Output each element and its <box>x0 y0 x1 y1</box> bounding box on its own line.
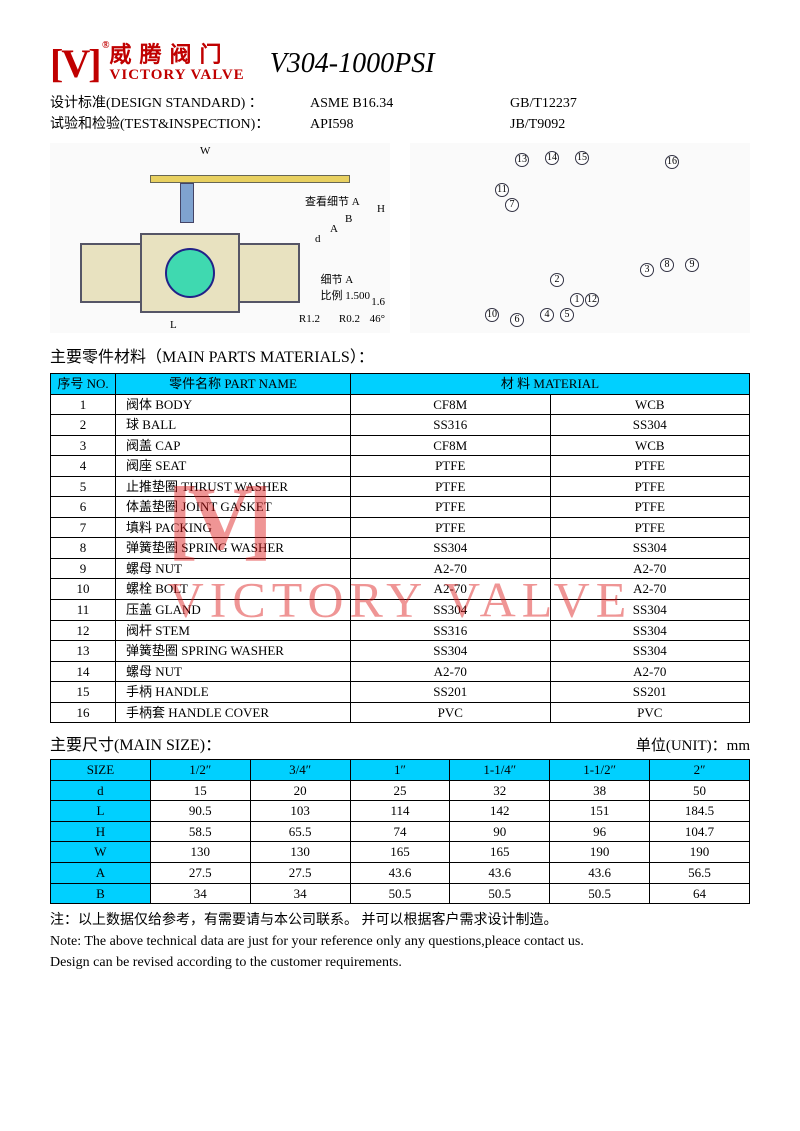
handle-icon <box>150 175 350 183</box>
table-row: 8弹簧垫圈 SPRING WASHERSS304SS304 <box>51 538 750 559</box>
test-inspection-v1: API598 <box>310 114 510 135</box>
callout-11: 11 <box>495 183 509 197</box>
callout-2: 2 <box>550 273 564 287</box>
note-en1: Note: The above technical data are just … <box>50 931 750 952</box>
table-row: d152025323850 <box>51 780 750 801</box>
dim-r02: R0.2 <box>339 313 360 325</box>
dim-rough: 1.6 <box>371 296 385 308</box>
dim-w: W <box>200 145 210 157</box>
unit-label: 单位(UNIT)：mm <box>636 734 750 755</box>
design-standard-label: 设计标准(DESIGN STANDARD) ： <box>50 93 310 114</box>
col-material: 材 料 MATERIAL <box>351 374 750 395</box>
table-row: 4阀座 SEATPTFEPTFE <box>51 456 750 477</box>
header: [V] ® 威腾阀门 VICTORY VALVE V304-1000PSI <box>50 40 750 87</box>
callout-8: 8 <box>660 258 674 272</box>
dim-a: A <box>330 223 338 235</box>
callout-5: 5 <box>560 308 574 322</box>
size-table: SIZE1/2″3/4″1″1-1/4″1-1/2″2″ d1520253238… <box>50 759 750 904</box>
spec-lines: 设计标准(DESIGN STANDARD) ： ASME B16.34 GB/T… <box>50 93 750 135</box>
size-col: 1-1/2″ <box>550 760 650 781</box>
callout-7: 7 <box>505 198 519 212</box>
logo-en: VICTORY VALVE <box>110 67 245 84</box>
size-title: 主要尺寸(MAIN SIZE)： <box>50 731 221 755</box>
table-row: 7填料 PACKINGPTFEPTFE <box>51 517 750 538</box>
callout-1: 1 <box>570 293 584 307</box>
table-row: 6体盖垫圈 JOINT GASKETPTFEPTFE <box>51 497 750 518</box>
diagram-area: W H L d A B 查看细节 A 细节 A 比例 1.500 R1.2 R0… <box>50 143 750 333</box>
dim-b: B <box>345 213 352 225</box>
logo-v-icon: [V] ® <box>50 40 100 87</box>
size-col: 2″ <box>650 760 750 781</box>
callout-13: 13 <box>515 153 529 167</box>
callout-10: 10 <box>485 308 499 322</box>
callout-9: 9 <box>685 258 699 272</box>
note-cn: 注：以上数据仅给参考，有需要请与本公司联系。 并可以根据客户需求设计制造。 <box>50 910 750 931</box>
table-row: 11压盖 GLANDSS304SS304 <box>51 600 750 621</box>
table-row: 10螺栓 BOLTA2-70A2-70 <box>51 579 750 600</box>
dim-angle: 46° <box>370 313 385 325</box>
table-row: L90.5103114142151184.5 <box>51 801 750 822</box>
table-row: 13弹簧垫圈 SPRING WASHERSS304SS304 <box>51 641 750 662</box>
callout-3: 3 <box>640 263 654 277</box>
design-standard-v2: GB/T12237 <box>510 93 577 114</box>
size-col: SIZE <box>51 760 151 781</box>
col-name: 零件名称 PART NAME <box>116 374 351 395</box>
size-col: 1″ <box>350 760 450 781</box>
test-inspection-v2: JB/T9092 <box>510 114 565 135</box>
size-col: 1-1/4″ <box>450 760 550 781</box>
table-row: 16手柄套 HANDLE COVERPVCPVC <box>51 702 750 723</box>
table-row: 5止推垫圈 THRUST WASHERPTFEPTFE <box>51 476 750 497</box>
callout-12: 12 <box>585 293 599 307</box>
table-row: 3阀盖 CAPCF8MWCB <box>51 435 750 456</box>
table-row: 14螺母 NUTA2-70A2-70 <box>51 661 750 682</box>
model-number: V304-1000PSI <box>270 48 435 80</box>
ball-icon <box>165 248 215 298</box>
size-col: 1/2″ <box>150 760 250 781</box>
col-no: 序号 NO. <box>51 374 116 395</box>
stem-icon <box>180 183 194 223</box>
table-row: 12阀杆 STEMSS316SS304 <box>51 620 750 641</box>
table-row: W130130165165190190 <box>51 842 750 863</box>
dim-d: d <box>315 233 321 245</box>
exploded-drawing: 12345678910111213141516 <box>410 143 750 333</box>
dim-l: L <box>170 319 177 331</box>
registered-icon: ® <box>102 40 107 51</box>
test-inspection-label: 试验和检验(TEST&INSPECTION)： <box>50 114 310 135</box>
callout-4: 4 <box>540 308 554 322</box>
section-drawing: W H L d A B 查看细节 A 细节 A 比例 1.500 R1.2 R0… <box>50 143 390 333</box>
table-row: H58.565.5749096104.7 <box>51 821 750 842</box>
design-standard-v1: ASME B16.34 <box>310 93 510 114</box>
note-en2: Design can be revised according to the c… <box>50 952 750 973</box>
table-row: 15手柄 HANDLESS201SS201 <box>51 682 750 703</box>
dim-h: H <box>377 203 385 215</box>
detail-scale: 细节 A 比例 1.500 <box>321 271 371 303</box>
dim-r12: R1.2 <box>299 313 320 325</box>
detail-a-label: 查看细节 A <box>305 193 360 209</box>
logo-cn: 威腾阀门 <box>110 43 245 67</box>
callout-14: 14 <box>545 151 559 165</box>
table-row: B343450.550.550.564 <box>51 883 750 904</box>
notes: 注：以上数据仅给参考，有需要请与本公司联系。 并可以根据客户需求设计制造。 No… <box>50 910 750 973</box>
size-col: 3/4″ <box>250 760 350 781</box>
table-row: 1阀体 BODYCF8MWCB <box>51 394 750 415</box>
parts-table-wrap: 序号 NO. 零件名称 PART NAME 材 料 MATERIAL 1阀体 B… <box>50 373 750 723</box>
callout-15: 15 <box>575 151 589 165</box>
parts-title: 主要零件材料（MAIN PARTS MATERIALS）： <box>50 343 750 367</box>
table-row: 9螺母 NUTA2-70A2-70 <box>51 558 750 579</box>
logo-text: 威腾阀门 VICTORY VALVE <box>110 43 245 84</box>
parts-table: 序号 NO. 零件名称 PART NAME 材 料 MATERIAL 1阀体 B… <box>50 373 750 723</box>
table-row: 2球 BALLSS316SS304 <box>51 415 750 436</box>
callout-6: 6 <box>510 313 524 327</box>
table-row: A27.527.543.643.643.656.5 <box>51 863 750 884</box>
callout-16: 16 <box>665 155 679 169</box>
